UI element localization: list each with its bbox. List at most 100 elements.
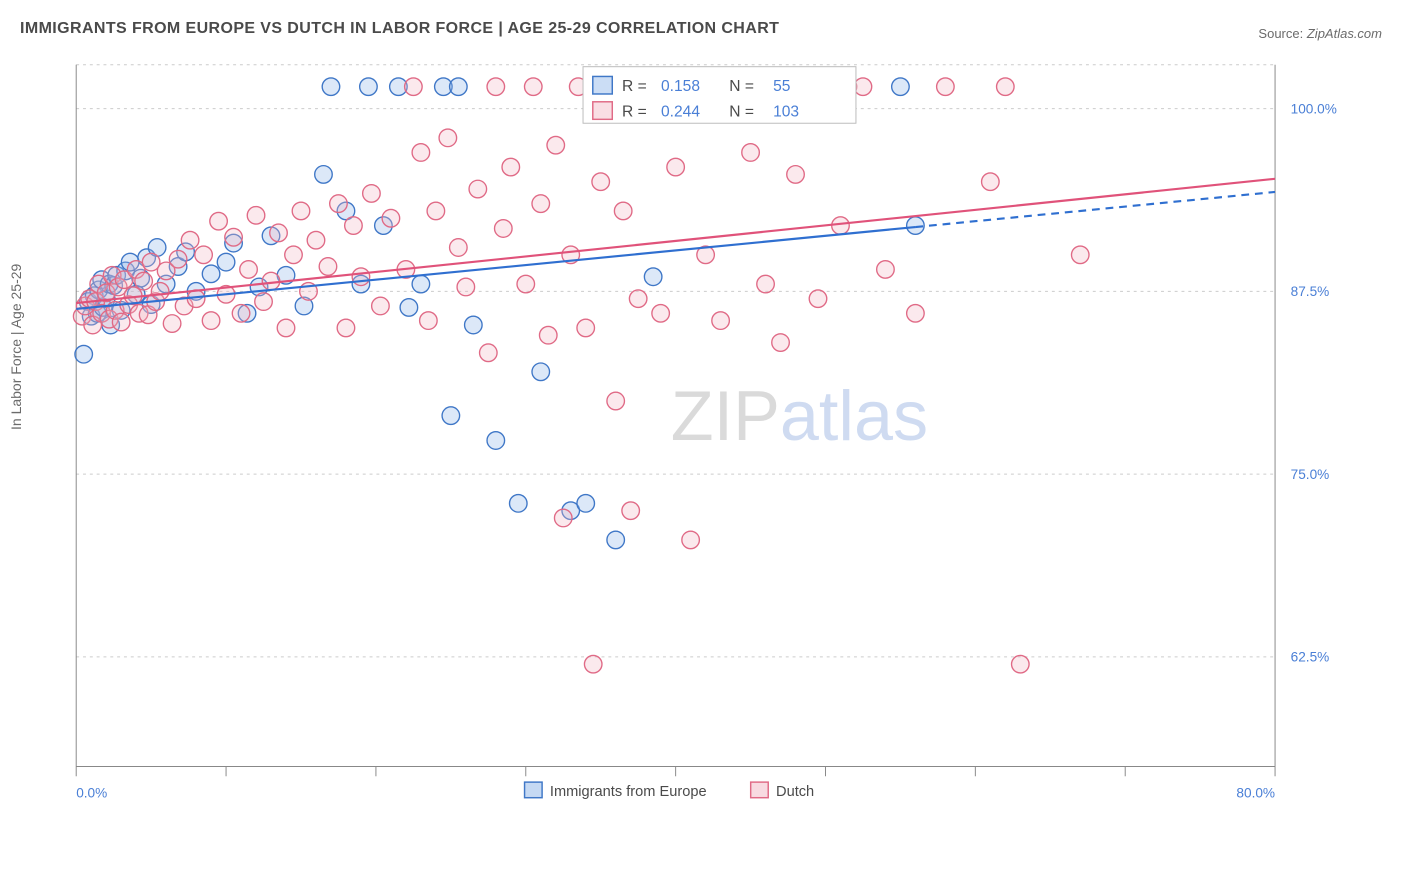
dutch-point: [982, 173, 1000, 191]
legend-R-label-europe: R =: [622, 78, 647, 95]
dutch-point: [539, 326, 557, 344]
dutch-point: [469, 180, 487, 198]
dutch-point: [169, 250, 187, 268]
gridlines: [76, 65, 1275, 657]
dutch-point: [112, 313, 130, 331]
europe-point: [217, 253, 235, 271]
scatter-points: [73, 78, 1089, 673]
dutch-point: [270, 224, 288, 242]
dutch-point: [135, 272, 153, 290]
dutch-point: [742, 144, 760, 162]
dutch-point: [787, 166, 805, 184]
dutch-point: [997, 78, 1015, 96]
dutch-point: [405, 78, 423, 96]
dutch-point: [809, 290, 827, 308]
dutch-point: [292, 202, 310, 220]
dutch-point: [1071, 246, 1089, 264]
dutch-point: [412, 144, 430, 162]
dutch-point: [202, 312, 220, 330]
dutch-point: [285, 246, 303, 264]
dutch-point: [495, 220, 513, 238]
dutch-point: [262, 272, 280, 290]
dutch-point: [277, 319, 295, 337]
dutch-point: [151, 283, 169, 301]
europe-point: [412, 275, 430, 293]
dutch-point: [363, 185, 381, 203]
dutch-point: [247, 207, 265, 225]
dutch-point: [232, 305, 250, 323]
europe-point: [607, 531, 625, 549]
dutch-point: [757, 275, 775, 293]
dutch-point: [517, 275, 535, 293]
chart-plot-area: ZIPatlas R =0.158N =55R =0.244N =103 62.…: [50, 55, 1350, 825]
legend-N-value-dutch: 103: [773, 103, 799, 120]
europe-point: [487, 432, 505, 450]
legend-bottom-swatch-europe: [525, 782, 543, 798]
legend-bottom: Immigrants from EuropeDutch: [525, 782, 815, 800]
europe-point: [322, 78, 340, 96]
y-tick-label: 100.0%: [1291, 101, 1337, 116]
dutch-point: [629, 290, 647, 308]
legend-bottom-swatch-dutch: [751, 782, 769, 798]
legend-N-value-europe: 55: [773, 78, 791, 95]
source-attribution: Source: ZipAtlas.com: [1258, 26, 1382, 41]
dutch-point: [255, 293, 273, 311]
dutch-point: [592, 173, 610, 191]
europe-point: [442, 407, 460, 425]
dutch-point: [832, 217, 850, 235]
dutch-point: [439, 129, 457, 147]
europe-point: [892, 78, 910, 96]
legend-N-label-europe: N =: [729, 78, 754, 95]
dutch-point: [163, 315, 181, 333]
europe-point: [202, 265, 220, 283]
dutch-point: [330, 195, 348, 213]
y-tick-label: 75.0%: [1291, 467, 1330, 482]
dutch-point: [547, 136, 565, 154]
europe-point: [315, 166, 333, 184]
dutch-point: [225, 228, 243, 246]
dutch-point: [524, 78, 542, 96]
legend-bottom-label-dutch: Dutch: [776, 784, 814, 800]
dutch-point: [457, 278, 475, 296]
legend-swatch-dutch: [593, 102, 612, 120]
europe-point: [465, 316, 483, 334]
y-tick-label: 87.5%: [1291, 284, 1330, 299]
dutch-trend-solid: [76, 179, 1275, 303]
europe-point: [360, 78, 378, 96]
dutch-point: [907, 305, 925, 323]
dutch-point: [195, 246, 213, 264]
dutch-point: [577, 319, 595, 337]
y-tick-label: 62.5%: [1291, 650, 1330, 665]
dutch-point: [240, 261, 258, 279]
source-value: ZipAtlas.com: [1307, 26, 1382, 41]
europe-point: [644, 268, 662, 286]
europe-trend-solid: [76, 227, 915, 309]
dutch-point: [682, 531, 700, 549]
dutch-point: [652, 305, 670, 323]
dutch-point: [614, 202, 632, 220]
dutch-point: [937, 78, 955, 96]
y-tick-labels: 62.5% 75.0% 87.5% 100.0%: [1291, 101, 1337, 664]
legend-top: R =0.158N =55R =0.244N =103: [583, 67, 856, 124]
chart-title: IMMIGRANTS FROM EUROPE VS DUTCH IN LABOR…: [20, 20, 779, 38]
dutch-point: [622, 502, 640, 520]
watermark-sub: atlas: [780, 376, 928, 455]
dutch-point: [584, 655, 602, 673]
dutch-point: [337, 319, 355, 337]
dutch-point: [352, 268, 370, 286]
dutch-point: [607, 392, 625, 410]
europe-point: [577, 495, 595, 513]
dutch-point: [382, 209, 400, 227]
dutch-point: [667, 158, 685, 176]
dutch-point: [210, 212, 228, 230]
chart-svg: ZIPatlas R =0.158N =55R =0.244N =103 62.…: [50, 55, 1350, 825]
dutch-point: [181, 231, 199, 249]
europe-point: [510, 495, 528, 513]
dutch-point: [319, 258, 337, 276]
dutch-point: [1012, 655, 1030, 673]
europe-point: [450, 78, 468, 96]
dutch-point: [480, 344, 498, 362]
dutch-point: [345, 217, 363, 235]
legend-R-value-dutch: 0.244: [661, 103, 700, 120]
y-axis-label: In Labor Force | Age 25-29: [8, 264, 24, 430]
